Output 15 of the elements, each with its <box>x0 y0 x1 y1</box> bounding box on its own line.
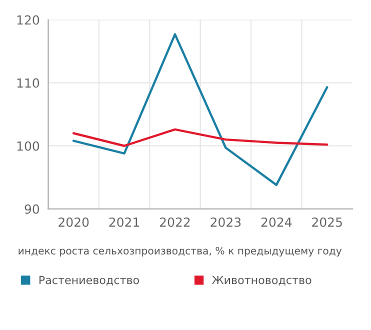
x-tick-label: 2020 <box>58 217 89 227</box>
y-tick-label: 100 <box>17 141 40 151</box>
x-tick-label: 2022 <box>160 217 190 227</box>
x-tick-label: 2025 <box>312 217 342 227</box>
legend-label: Животноводство <box>212 276 312 286</box>
x-tick-label: 2024 <box>261 217 292 227</box>
x-tick-label: 2021 <box>109 217 140 227</box>
y-tick-label: 120 <box>17 15 40 25</box>
x-tick-label: 2023 <box>210 217 241 227</box>
x-axis-title: индекс роста сельхозпроизводства, % к предыдущему году <box>18 246 342 257</box>
line-series <box>72 33 328 186</box>
y-tick-label: 110 <box>17 78 40 88</box>
line-series <box>72 128 328 147</box>
y-tick-label: 90 <box>24 204 40 214</box>
legend-label: Растениеводство <box>39 276 139 286</box>
